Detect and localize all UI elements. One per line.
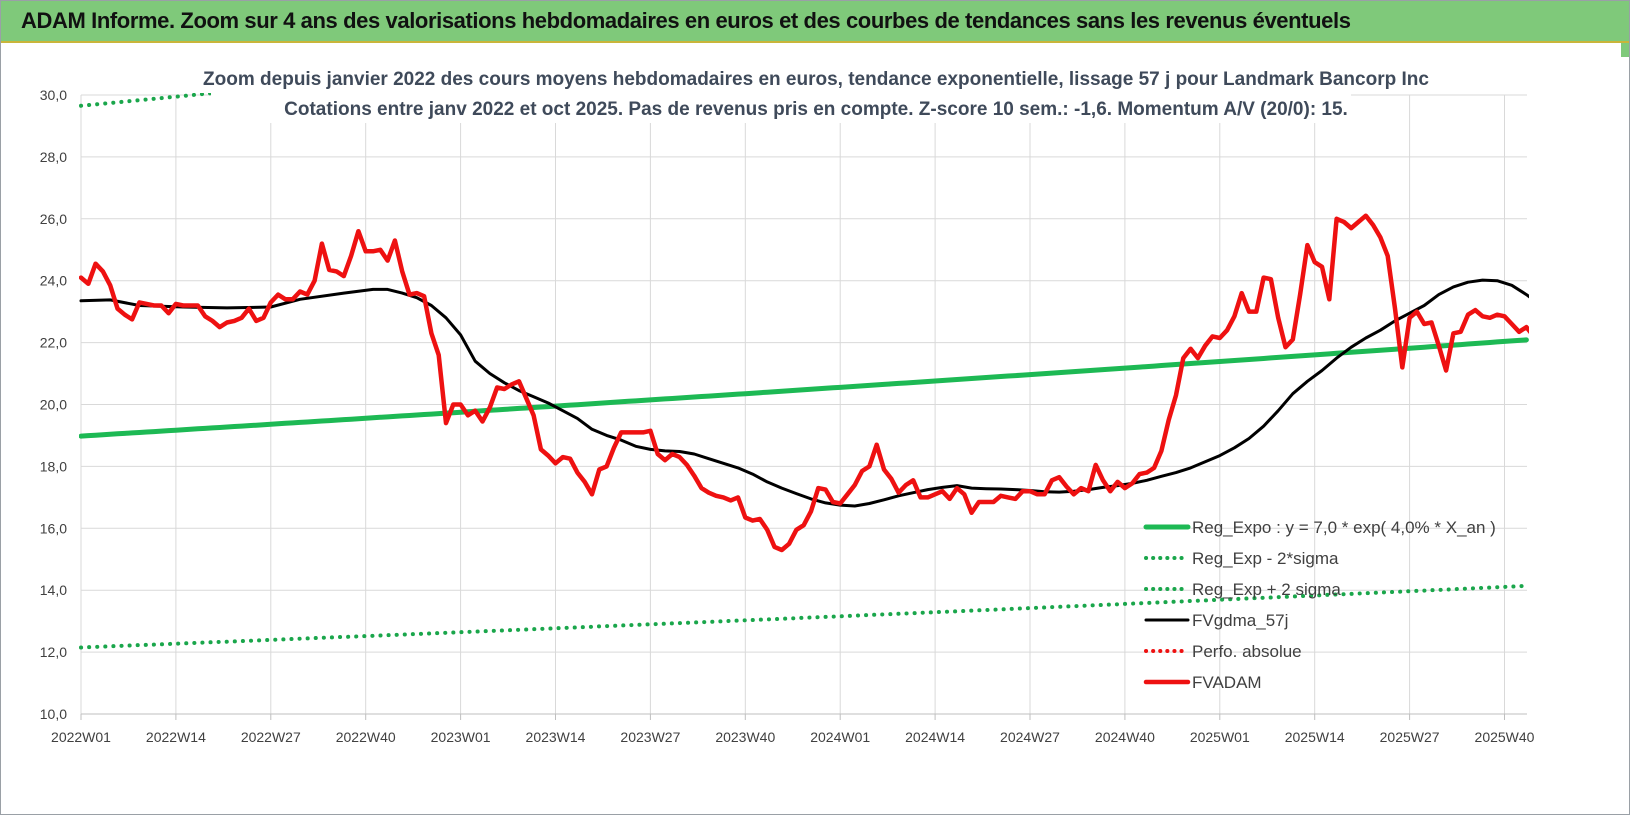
x-tick-label: 2023W01 (431, 729, 491, 745)
grid-layer (80, 94, 1527, 720)
title-backdrop (211, 59, 1351, 123)
chart-subtitle: Cotations entre janv 2022 et oct 2025. P… (284, 99, 1348, 120)
y-tick-label: 20,0 (40, 397, 67, 413)
x-tick-label: 2022W27 (241, 729, 301, 745)
y-tick-label: 12,0 (40, 644, 67, 660)
y-tick-label: 14,0 (40, 582, 67, 598)
x-tick-label: 2024W14 (905, 729, 965, 745)
report-banner: ADAM Informe. Zoom sur 4 ans des valoris… (1, 1, 1629, 43)
x-tick-label: 2025W14 (1285, 729, 1345, 745)
y-tick-label: 24,0 (40, 273, 67, 289)
y-tick-label: 18,0 (40, 458, 67, 474)
banner-title: ADAM Informe. Zoom sur 4 ans des valoris… (21, 8, 1351, 33)
x-tick-label: 2024W01 (810, 729, 870, 745)
chart-title: Zoom depuis janvier 2022 des cours moyen… (203, 69, 1429, 90)
x-tick-label: 2025W40 (1475, 729, 1535, 745)
legend-label-fvgdma-57j: FVgdma_57j (1192, 611, 1288, 630)
series-line-reg-exp-2-sigma (79, 583, 1529, 650)
x-tick-label: 2024W40 (1095, 729, 1155, 745)
legend-label-reg-exp-2-sigma: Reg_Exp + 2 sigma (1192, 580, 1341, 599)
corner-marker (1621, 43, 1629, 57)
x-tick-label: 2023W14 (526, 729, 586, 745)
y-tick-label: 22,0 (40, 335, 67, 351)
x-tick-label: 2025W27 (1380, 729, 1440, 745)
x-tick-label: 2022W40 (336, 729, 396, 745)
x-axis-labels: 2022W01 2022W14 2022W27 2022W40 2023W01 2023W… (51, 729, 1535, 745)
line-chart: 10,0 12,0 14,0 16,0 18,0 20,0 22,0 24,0 26,0 28,0… (40, 59, 1535, 745)
legend: Reg_Expo : y = 7,0 * exp( 4,0% * X_an ) R… (1143, 518, 1496, 692)
x-tick-label: 2025W01 (1190, 729, 1250, 745)
series-layer (79, 93, 1529, 650)
y-tick-label: 16,0 (40, 520, 67, 536)
series-line-fvadam (79, 213, 1529, 553)
series-line-reg-expo-y-7-0-exp-4-0-x-an (79, 337, 1529, 439)
chart-titles: Zoom depuis janvier 2022 des cours moyen… (203, 59, 1429, 123)
x-tick-label: 2022W01 (51, 729, 111, 745)
legend-label-perfo-absolue: Perfo. absolue (1192, 642, 1302, 661)
y-tick-label: 28,0 (40, 149, 67, 165)
y-tick-label: 26,0 (40, 211, 67, 227)
legend-label-reg-expo-y-7-0-exp-4-0-x-an: Reg_Expo : y = 7,0 * exp( 4,0% * X_an ) (1192, 518, 1496, 537)
y-tick-label: 30,0 (40, 87, 67, 103)
legend-label-fvadam: FVADAM (1192, 673, 1262, 692)
y-axis-labels: 10,0 12,0 14,0 16,0 18,0 20,0 22,0 24,0 26,0 28,0… (40, 87, 67, 722)
x-tick-label: 2023W27 (620, 729, 680, 745)
x-tick-label: 2024W27 (1000, 729, 1060, 745)
y-tick-label: 10,0 (40, 706, 67, 722)
legend-label-reg-exp-2-sigma: Reg_Exp - 2*sigma (1192, 549, 1339, 568)
series-line-fvgdma-57j (79, 278, 1529, 508)
x-tick-label: 2022W14 (146, 729, 206, 745)
x-tick-label: 2023W40 (715, 729, 775, 745)
